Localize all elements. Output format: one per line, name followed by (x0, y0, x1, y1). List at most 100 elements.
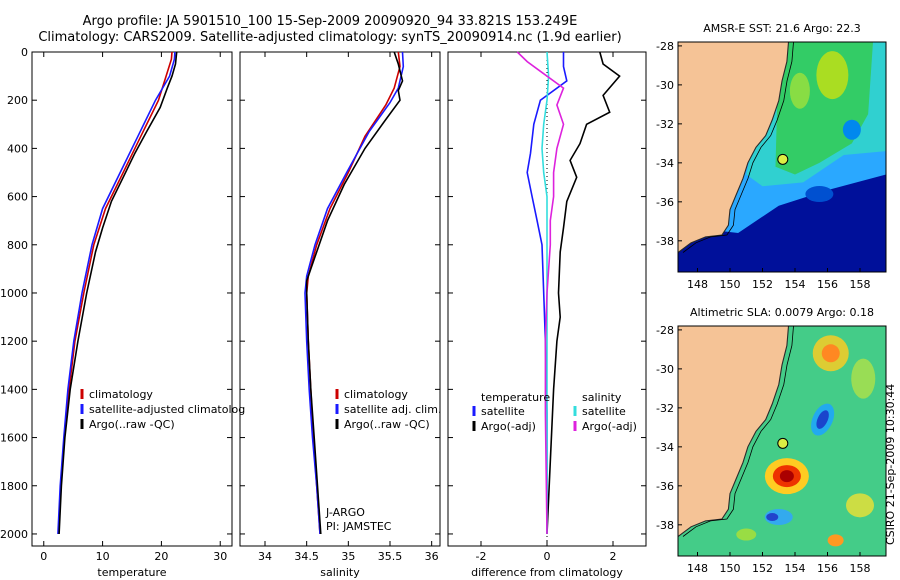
sla-low-2 (764, 509, 793, 526)
legend-label: satellite-adjusted climatolog (89, 403, 245, 416)
profile-location-marker (777, 437, 789, 449)
map-y-tick-label: -30 (656, 363, 674, 376)
legend-title-salinity: salinity (582, 391, 622, 404)
annotation-text: J-ARGO (325, 506, 365, 519)
x-axis-label: salinity (320, 566, 360, 579)
y-tick-label: 1800 (0, 480, 28, 493)
y-tick-label: 2000 (0, 528, 28, 541)
legend-label: satellite (582, 405, 626, 418)
x-tick-label: 0 (40, 550, 47, 563)
series-line-3 (58, 51, 178, 535)
legend-label: Argo(-adj) (582, 420, 637, 433)
map-y-tick-label: -34 (656, 441, 674, 454)
x-tick-label: 2 (610, 550, 617, 563)
map-frame (677, 325, 887, 557)
series-line-1 (305, 51, 401, 535)
header-line-1: Argo profile: JA 5901510_100 15-Sep-2009… (82, 14, 578, 29)
profile-panel-3: -2 0 2 difference from climatology temperatu… (447, 51, 647, 579)
map-x-tick-label: 152 (752, 562, 773, 575)
land-mass (678, 42, 789, 253)
legend-label: climatology (89, 388, 153, 401)
map-x-tick-label: 156 (817, 278, 838, 291)
sla-high-4 (827, 534, 844, 547)
y-tick-label: 200 (7, 94, 28, 107)
isobath-line (682, 326, 794, 537)
map-y-tick-label: -32 (656, 118, 674, 131)
map-x-tick-label: 158 (850, 562, 871, 575)
x-tick-label: 0 (544, 550, 551, 563)
map-field (678, 42, 886, 272)
sla-low-2-core (766, 513, 779, 522)
plot-frame (239, 51, 441, 547)
y-tick-label: 800 (7, 239, 28, 252)
series-line-3 (305, 51, 404, 535)
sla-high-5 (736, 528, 757, 541)
map-x-tick-label: 150 (720, 562, 741, 575)
series-line-3 (541, 51, 550, 534)
y-tick-label: 1200 (0, 335, 28, 348)
header-line-2: Climatology: CARS2009. Satellite-adjuste… (38, 30, 622, 45)
legend-label: satellite adj. clim. (344, 403, 441, 416)
y-tick-label: 400 (7, 142, 28, 155)
legend-label: satellite (481, 405, 525, 418)
series-line-1 (57, 51, 173, 535)
x-tick-label: 20 (154, 550, 168, 563)
map-y-tick-label: -28 (656, 40, 674, 53)
x-tick-label: 35 (341, 550, 355, 563)
series-line-2 (546, 51, 621, 535)
map-y-tick-label: -38 (656, 235, 674, 248)
map-frame (677, 41, 887, 273)
x-axis-label: temperature (97, 566, 166, 579)
sla-low-1-core (816, 410, 829, 429)
sla-high-2 (851, 358, 876, 399)
map-x-tick-label: 148 (687, 562, 708, 575)
map-y-tick-label: -38 (656, 519, 674, 532)
map-panel-1: AMSR-E SST: 21.6 Argo: 22.3 148 150 152 154 1… (656, 22, 887, 291)
y-tick-label: 0 (21, 46, 28, 59)
sst-cool-eddy (842, 119, 861, 140)
y-tick-label: 1400 (0, 383, 28, 396)
map-x-tick-label: 156 (817, 562, 838, 575)
map-field (678, 326, 886, 556)
coastline (678, 326, 790, 537)
x-tick-label: -2 (476, 550, 487, 563)
x-axis-label: difference from climatology (471, 566, 623, 579)
sla-high-3 (846, 493, 874, 518)
sla-warm-eddy-center (779, 470, 794, 483)
y-tick-label: 1000 (0, 287, 28, 300)
series-line-2 (57, 51, 176, 535)
x-tick-label: 35.5 (378, 550, 403, 563)
map-y-tick-label: -36 (656, 196, 674, 209)
profile-panel-1: 0 10 20 30 0 200 400 600 800 1000 1200 1400 1600 1800… (0, 46, 245, 579)
x-tick-label: 34 (258, 550, 272, 563)
map-x-tick-label: 148 (687, 278, 708, 291)
map-y-tick-label: -32 (656, 402, 674, 415)
sst-warm-core (789, 72, 810, 109)
map-x-tick-label: 158 (850, 278, 871, 291)
legend-title-temperature: temperature (481, 391, 550, 404)
y-tick-label: 600 (7, 191, 28, 204)
csiro-timestamp: CSIRO 21-Sep-2009 10:30:44 (884, 384, 897, 545)
plot-frame (31, 51, 233, 547)
map-panel-2: Altimetric SLA: 0.0079 Argo: 0.18 148 150 1… (656, 306, 887, 575)
series-line-4 (516, 51, 565, 535)
legend-label: Argo(..raw -QC) (89, 418, 175, 431)
x-tick-label: 36 (425, 550, 439, 563)
map-x-tick-label: 154 (785, 278, 806, 291)
sla-high-1-core (821, 344, 840, 363)
x-tick-label: 10 (96, 550, 110, 563)
map-y-tick-label: -28 (656, 324, 674, 337)
legend-label: Argo(-adj) (481, 420, 536, 433)
sst-cold-eddy (805, 186, 834, 203)
sst-warm-eddy (816, 51, 849, 100)
series-line-2 (304, 51, 405, 535)
x-tick-label: 30 (213, 550, 227, 563)
land-mass (678, 326, 789, 537)
map-y-tick-label: -34 (656, 157, 674, 170)
annotation-text: PI: JAMSTEC (326, 520, 392, 533)
legend-label: Argo(..raw -QC) (344, 418, 430, 431)
map-title: Altimetric SLA: 0.0079 Argo: 0.18 (690, 306, 874, 319)
map-x-tick-label: 150 (720, 278, 741, 291)
y-tick-label: 1600 (0, 432, 28, 445)
